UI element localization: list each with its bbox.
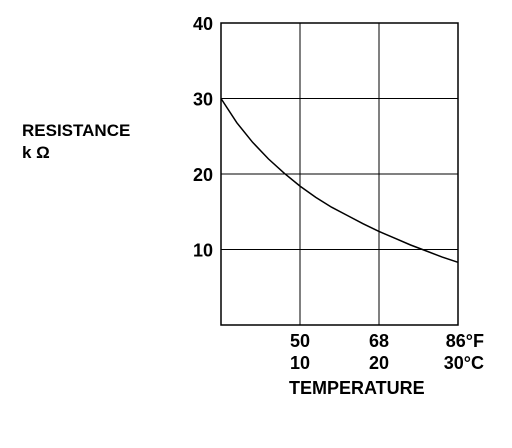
y-tick-label: 10 <box>193 241 213 261</box>
x-axis-label: TEMPERATURE <box>289 378 425 398</box>
plot-frame <box>220 22 459 326</box>
grid-lines <box>221 23 458 325</box>
x-tick-label-fahrenheit: 50 <box>290 331 310 351</box>
x-tick-label-celsius: 20 <box>369 353 389 373</box>
x-tick-label-celsius: 30°C <box>444 353 484 373</box>
y-axis-label-line1: RESISTANCE <box>22 121 130 140</box>
y-axis-label-line2: k Ω <box>22 143 50 162</box>
y-tick-label: 30 <box>193 90 213 110</box>
y-tick-label: 20 <box>193 165 213 185</box>
series-line <box>220 98 459 264</box>
x-tick-label-fahrenheit: 68 <box>369 331 389 351</box>
y-tick-labels: 10 20 30 40 <box>193 14 213 261</box>
y-tick-label: 40 <box>193 14 213 34</box>
x-tick-label-fahrenheit: 86°F <box>446 331 484 351</box>
x-tick-label-celsius: 10 <box>290 353 310 373</box>
